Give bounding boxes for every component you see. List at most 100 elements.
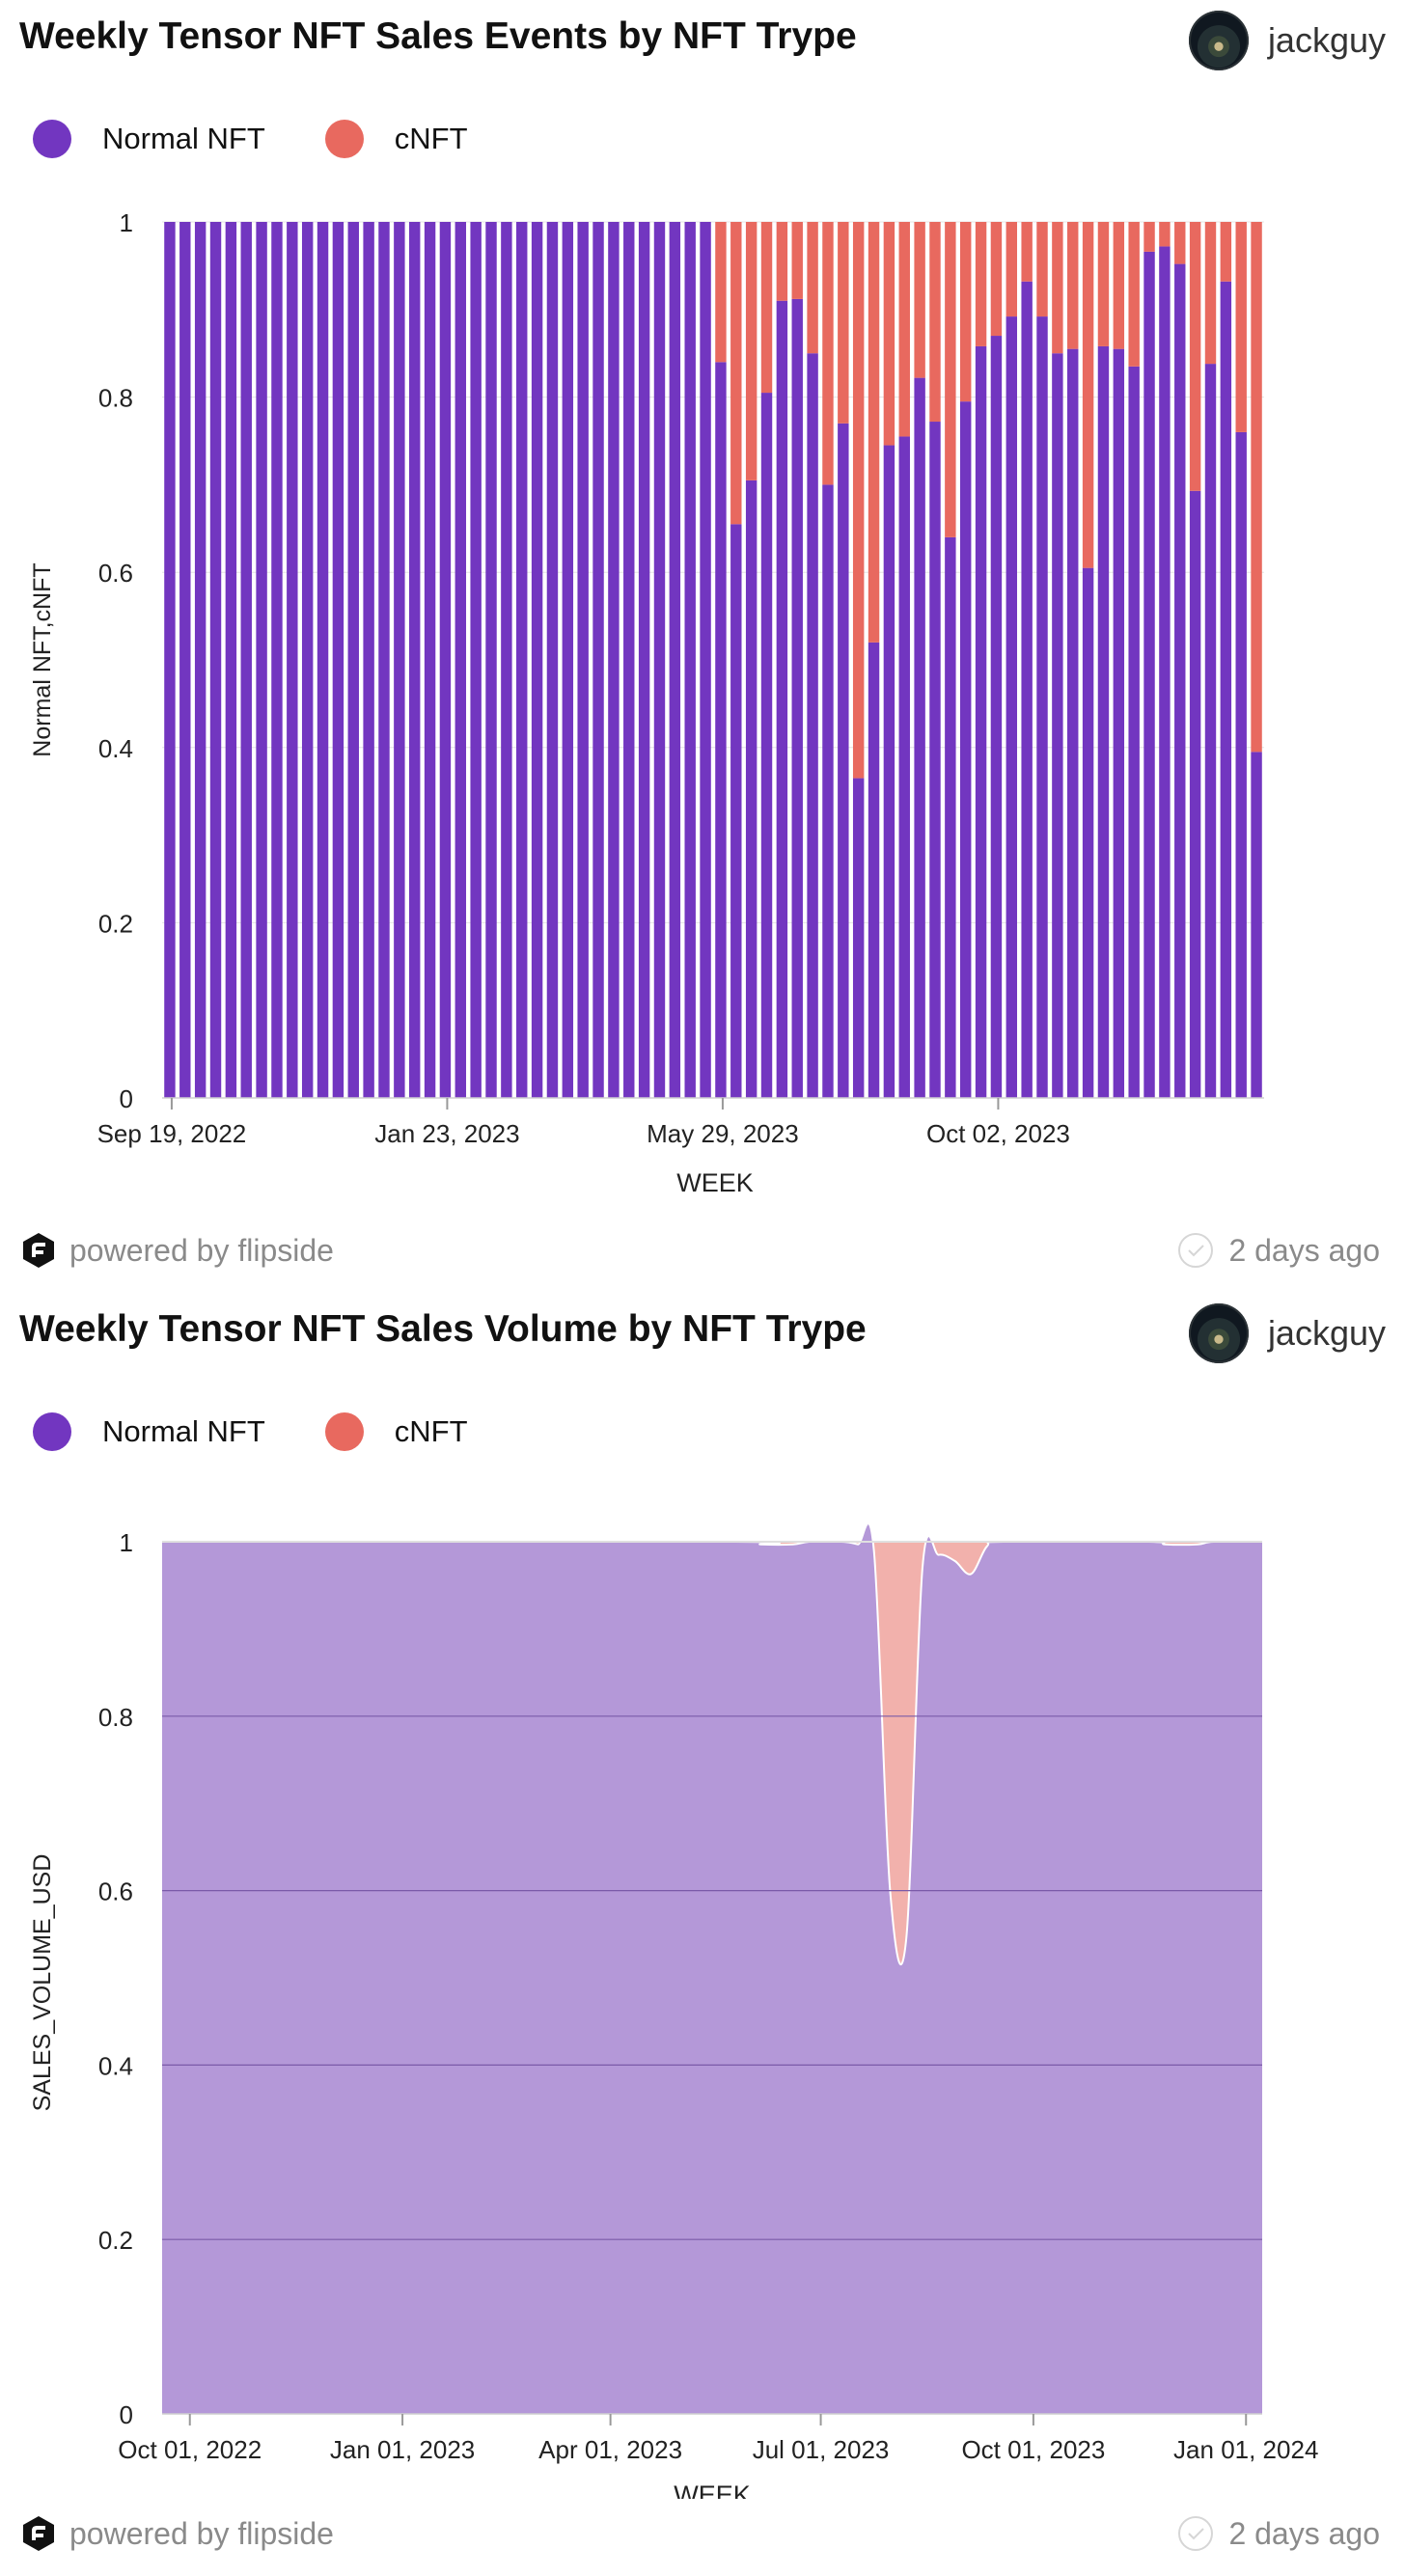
bar-normal-nft <box>1143 251 1155 1098</box>
bar-normal-nft <box>730 524 742 1098</box>
bar-normal-nft <box>945 536 956 1098</box>
y-tick-label: 0.6 <box>98 1877 133 1906</box>
bar-normal-nft <box>623 222 635 1098</box>
bar-cnft <box>1067 222 1079 349</box>
bar-normal-nft <box>1082 567 1094 1098</box>
x-tick-label: Oct 01, 2022 <box>118 2435 262 2464</box>
author[interactable]: jackguy <box>1188 1299 1386 1368</box>
bar-cnft <box>1143 222 1155 252</box>
check-circle-icon <box>1178 2516 1214 2551</box>
bar-cnft <box>1097 222 1110 346</box>
bar-normal-nft <box>301 222 314 1098</box>
bar-normal-nft <box>1159 246 1171 1098</box>
bar-cnft <box>838 222 849 424</box>
bar-normal-nft <box>638 222 650 1098</box>
chart-title: Weekly Tensor NFT Sales Volume by NFT Tr… <box>19 1308 867 1350</box>
x-axis-title: WEEK <box>674 2480 751 2499</box>
bar-normal-nft <box>455 222 467 1098</box>
bar-cnft <box>1159 222 1171 247</box>
bar-cnft <box>745 222 758 480</box>
bar-normal-nft <box>363 222 374 1098</box>
legend-label: cNFT <box>394 122 468 155</box>
bar-normal-nft <box>516 222 528 1098</box>
x-tick-label: Jan 01, 2023 <box>330 2435 475 2464</box>
bar-normal-nft <box>975 345 987 1098</box>
bar-normal-nft <box>531 222 543 1098</box>
legend-label: Normal NFT <box>102 1414 265 1448</box>
bar-normal-nft <box>592 222 604 1098</box>
powered-by[interactable]: powered by flipside <box>19 1231 334 1270</box>
bar-cnft <box>959 222 972 402</box>
y-tick-label: 1 <box>120 1528 133 1557</box>
bar-normal-nft <box>317 222 329 1098</box>
check-circle-icon <box>1178 1233 1214 1268</box>
bar-normal-nft <box>225 222 237 1098</box>
time-ago: 2 days ago <box>1228 1232 1380 1268</box>
legend-item-normal-nft[interactable]: Normal NFT <box>33 120 265 158</box>
legend-swatch-normal-nft <box>33 120 71 158</box>
bar-normal-nft <box>271 222 283 1098</box>
bar-cnft <box>1006 222 1018 317</box>
bar-normal-nft <box>898 436 910 1099</box>
bar-normal-nft <box>653 222 666 1098</box>
bar-normal-nft <box>760 393 773 1098</box>
bar-normal-nft <box>1204 364 1217 1098</box>
legend-item-cnft[interactable]: cNFT <box>324 120 468 158</box>
bar-cnft <box>1052 222 1063 354</box>
bar-normal-nft <box>408 222 421 1098</box>
bar-normal-nft <box>1097 345 1110 1098</box>
y-tick-label: 0.8 <box>98 384 133 413</box>
last-updated: 2 days ago <box>1176 1231 1380 1270</box>
bar-cnft <box>1128 222 1140 367</box>
bar-normal-nft <box>715 362 727 1098</box>
x-tick-label: May 29, 2023 <box>647 1119 799 1148</box>
bar-normal-nft <box>394 222 405 1098</box>
bar-normal-nft <box>287 222 298 1098</box>
legend-item-normal-nft[interactable]: Normal NFT <box>33 1412 265 1451</box>
bar-normal-nft <box>914 377 925 1098</box>
bar-cnft <box>1204 222 1217 365</box>
bar-normal-nft <box>1220 281 1232 1098</box>
author[interactable]: jackguy <box>1188 6 1386 75</box>
bar-normal-nft <box>209 222 222 1098</box>
bar-normal-nft <box>256 222 267 1098</box>
bar-normal-nft <box>852 778 865 1098</box>
bar-normal-nft <box>378 222 390 1098</box>
avatar-icon <box>1188 1303 1249 1363</box>
y-tick-label: 0.2 <box>98 2226 133 2255</box>
x-axis-title: WEEK <box>676 1168 754 1197</box>
bar-cnft <box>1251 222 1262 753</box>
bar-cnft <box>898 222 910 437</box>
author-name: jackguy <box>1267 1313 1386 1353</box>
y-tick-label: 0.4 <box>98 2051 133 2080</box>
last-updated: 2 days ago <box>1176 2514 1380 2553</box>
y-tick-label: 1 <box>120 208 133 237</box>
bar-normal-nft <box>1235 431 1247 1098</box>
legend-swatch-cnft <box>324 1412 364 1451</box>
bar-cnft <box>760 222 773 394</box>
bar-normal-nft <box>745 480 758 1098</box>
bar-normal-nft <box>1128 366 1140 1098</box>
bar-normal-nft <box>1189 490 1201 1099</box>
bar-normal-nft <box>669 222 681 1098</box>
bar-normal-nft <box>332 222 344 1098</box>
legend-item-cnft[interactable]: cNFT <box>324 1412 468 1451</box>
bar-cnft <box>1021 222 1033 282</box>
powered-by[interactable]: powered by flipside <box>19 2514 334 2553</box>
bar-normal-nft <box>240 222 252 1098</box>
bar-cnft <box>883 222 895 446</box>
y-tick-label: 0 <box>120 1084 133 1113</box>
x-tick-label: Jan 23, 2023 <box>374 1119 519 1148</box>
flipside-logo-icon <box>23 2516 54 2551</box>
bar-normal-nft <box>470 222 482 1098</box>
y-axis-title: Normal NFT,cNFT <box>29 562 56 756</box>
bar-cnft <box>776 222 788 301</box>
bar-normal-nft <box>959 401 972 1098</box>
bar-normal-nft <box>807 353 818 1098</box>
author-name: jackguy <box>1267 20 1386 60</box>
bar-normal-nft <box>179 222 191 1098</box>
y-tick-label: 0 <box>120 2400 133 2429</box>
bar-cnft <box>715 222 727 363</box>
bar-normal-nft <box>1251 752 1262 1098</box>
x-tick-label: Oct 02, 2023 <box>926 1119 1070 1148</box>
